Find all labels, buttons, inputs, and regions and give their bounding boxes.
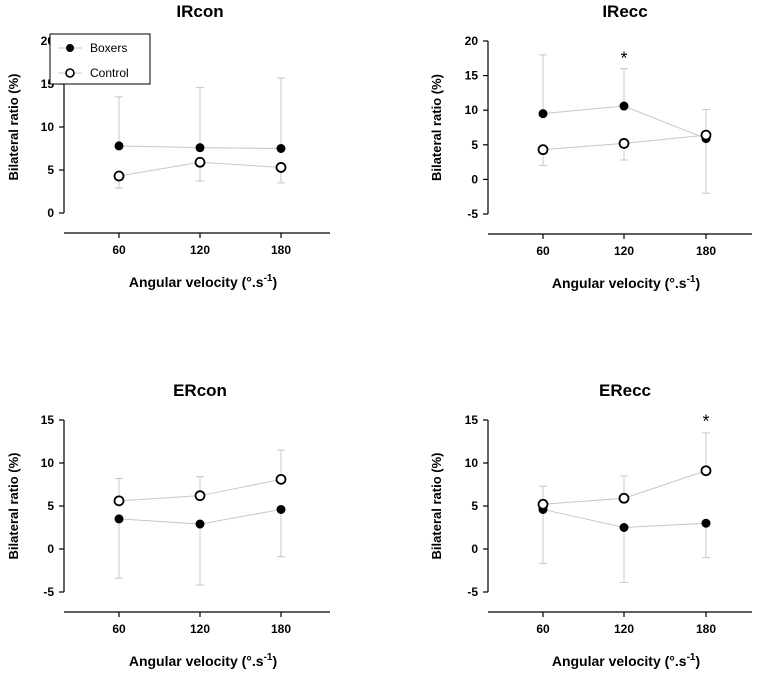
chart-title: ERcon: [173, 381, 227, 400]
y-tick-label: 15: [465, 413, 479, 427]
chart-panel-ercon: ERcon -5 0 5 10 15 Bilateral ratio (%) 60 120 180…: [6, 381, 330, 669]
x-tick-label: 180: [271, 622, 291, 636]
data-point-control: [537, 144, 549, 156]
data-point-control: [700, 129, 712, 141]
data-point-control: [275, 162, 287, 173]
data-point-boxers: [538, 109, 548, 119]
data-point-control: [618, 492, 630, 504]
y-tick-label: 10: [465, 103, 479, 117]
y-tick-label: 10: [41, 120, 55, 134]
x-tick-label: 180: [696, 244, 716, 258]
data-point-control: [700, 465, 712, 477]
chart-title: ERecc: [599, 381, 651, 400]
data-point-boxers: [276, 144, 286, 153]
data-point-control: [194, 490, 206, 502]
chart-title: IRcon: [176, 2, 223, 21]
y-axis-label: Bilateral ratio (%): [429, 453, 444, 560]
data-point-boxers: [619, 523, 629, 532]
data-point-boxers: [114, 141, 124, 151]
y-tick-label: -5: [467, 207, 478, 221]
x-axis-label: Angular velocity (°.s-1): [129, 652, 277, 669]
chart-title: IRecc: [602, 2, 647, 21]
x-tick-label: 120: [614, 622, 634, 636]
data-point-control: [194, 156, 206, 168]
data-point-control: [113, 495, 125, 507]
data-point-boxers: [276, 504, 286, 514]
data-point-boxers: [114, 514, 124, 524]
x-tick-label: 60: [536, 244, 550, 258]
legend-label: Boxers: [90, 41, 127, 55]
significance-star: *: [702, 412, 709, 432]
x-tick-label: 120: [614, 244, 634, 258]
y-tick-label: -5: [467, 585, 478, 599]
x-tick-label: 180: [696, 622, 716, 636]
y-axis-label: Bilateral ratio (%): [6, 74, 21, 181]
y-tick-label: 15: [465, 69, 479, 83]
legend-marker-control: [65, 68, 75, 78]
y-tick-label: 0: [471, 172, 478, 186]
x-tick-label: 60: [112, 622, 126, 636]
y-tick-label: 0: [47, 206, 54, 220]
data-point-boxers: [195, 519, 205, 529]
x-axis-label: Angular velocity (°.s-1): [129, 273, 277, 290]
legend-label: Control: [90, 66, 129, 80]
legend-marker-boxers: [66, 44, 74, 52]
data-point-boxers: [195, 143, 205, 153]
data-point-boxers: [619, 101, 629, 111]
y-tick-label: 10: [41, 456, 55, 470]
y-axis-label: Bilateral ratio (%): [6, 453, 21, 560]
y-tick-label: 5: [47, 163, 54, 177]
data-point-boxers: [701, 518, 711, 528]
x-tick-label: 120: [190, 622, 210, 636]
y-tick-label: 10: [465, 456, 479, 470]
significance-star: *: [620, 48, 627, 68]
x-tick-label: 180: [271, 243, 291, 257]
data-point-control: [275, 473, 287, 485]
data-point-control: [537, 498, 549, 510]
x-tick-label: 60: [112, 243, 126, 257]
x-axis-label: Angular velocity (°.s-1): [552, 652, 700, 669]
y-axis-label: Bilateral ratio (%): [429, 74, 444, 181]
x-axis-label: Angular velocity (°.s-1): [552, 274, 700, 291]
y-tick-label: 5: [471, 499, 478, 513]
data-point-control: [618, 138, 630, 149]
chart-panel-erecc: ERecc -5 0 5 10 15 Bilateral ratio (%) 60 120 180…: [429, 381, 752, 669]
y-tick-label: -5: [43, 585, 54, 599]
series-line-boxers: [542, 105, 707, 140]
y-tick-label: 0: [471, 542, 478, 556]
x-tick-label: 60: [536, 622, 550, 636]
y-tick-label: 5: [47, 499, 54, 513]
y-tick-label: 5: [471, 138, 478, 152]
x-tick-label: 120: [190, 243, 210, 257]
y-tick-label: 0: [47, 542, 54, 556]
data-point-control: [113, 170, 125, 182]
y-tick-label: 15: [41, 413, 55, 427]
legend: Boxers Control: [49, 33, 151, 85]
y-tick-label: 20: [465, 34, 479, 48]
chart-panel-irecc: IRecc -5 0 5 10 15 20 Bilateral ratio (%) 60 120 1…: [429, 2, 752, 291]
